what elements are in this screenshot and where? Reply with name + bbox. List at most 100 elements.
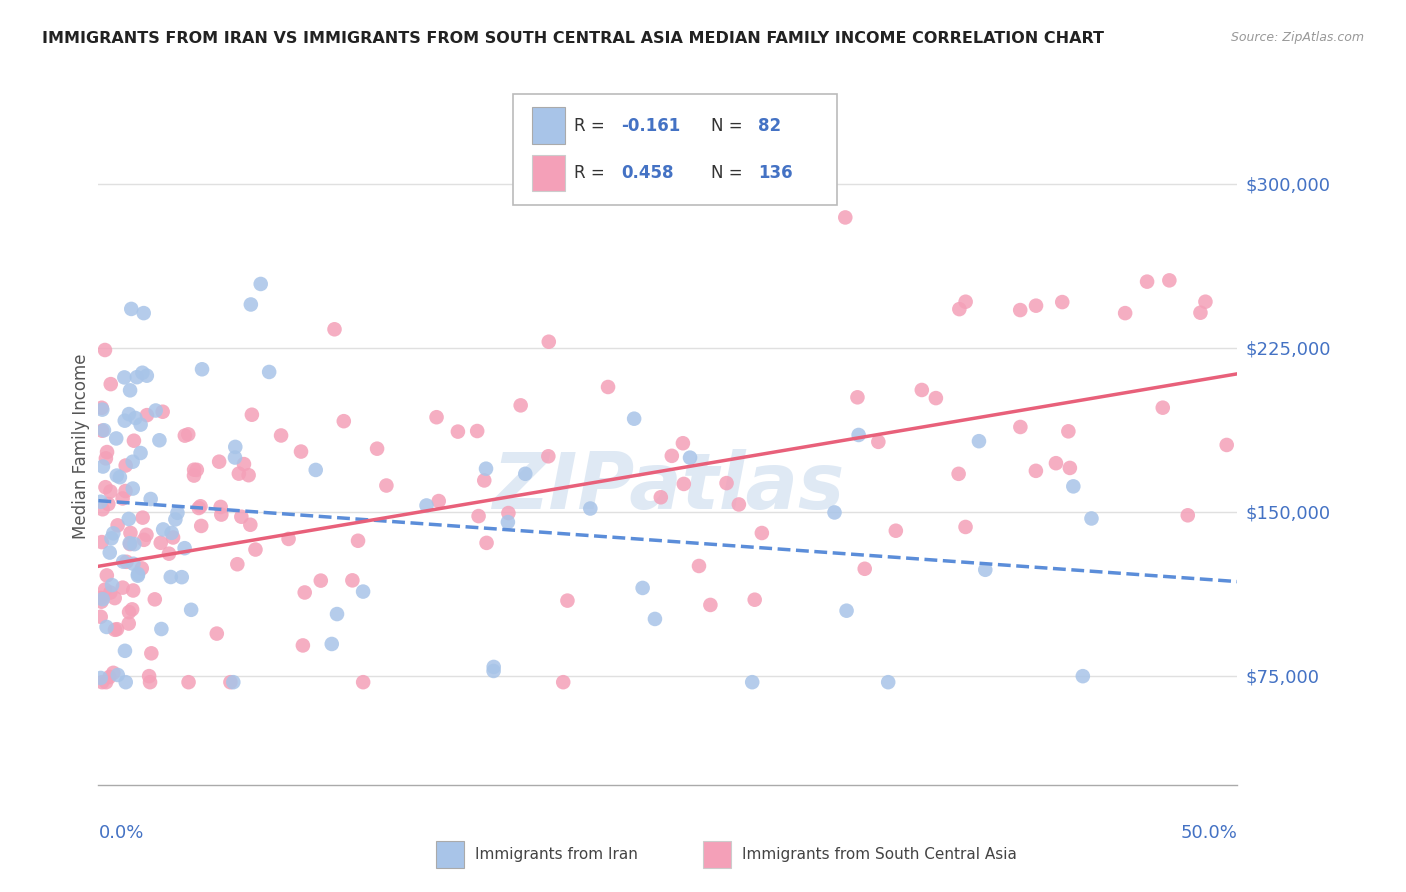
Point (127, 568, 149, 582)
Point (118, 536, 141, 550)
Point (149, 536, 172, 550)
Bar (703, 841, 731, 868)
Point (333, 414, 356, 428)
Point (294, 585, 316, 599)
Point (111, 491, 134, 506)
Point (94, 480, 117, 494)
Point (219, 675, 242, 690)
Point (122, 557, 145, 571)
Point (121, 455, 143, 469)
Text: IMMIGRANTS FROM IRAN VS IMMIGRANTS FROM SOUTH CENTRAL ASIA MEDIAN FAMILY INCOME : IMMIGRANTS FROM IRAN VS IMMIGRANTS FROM … (42, 31, 1104, 46)
Point (1010, 303, 1032, 318)
Point (121, 482, 143, 496)
Point (751, 526, 773, 541)
Point (166, 506, 188, 520)
Point (107, 668, 129, 682)
Point (557, 593, 579, 607)
Point (415, 499, 437, 513)
Point (948, 467, 970, 481)
Point (131, 510, 153, 524)
Point (496, 515, 519, 529)
Point (115, 555, 138, 569)
Point (96, 445, 118, 459)
Point (100, 377, 122, 392)
Point (672, 477, 695, 491)
Point (661, 449, 683, 463)
Point (911, 383, 934, 397)
Point (124, 537, 146, 551)
Point (94, 343, 117, 357)
Point (124, 411, 146, 425)
Point (257, 365, 280, 379)
Text: R =: R = (574, 117, 610, 135)
Point (224, 450, 246, 465)
Point (948, 302, 970, 317)
Point (183, 463, 205, 477)
Point (100, 532, 122, 546)
Point (848, 428, 870, 442)
Point (105, 432, 128, 446)
Point (672, 436, 695, 450)
Point (96, 620, 118, 634)
Point (91, 675, 114, 690)
Point (94, 451, 117, 466)
Point (650, 490, 672, 504)
Point (141, 646, 163, 660)
Point (472, 474, 495, 488)
Point (596, 380, 619, 394)
Point (231, 509, 253, 524)
Point (741, 675, 763, 690)
Point (157, 547, 180, 561)
Point (143, 592, 166, 607)
Point (111, 581, 134, 595)
Point (101, 578, 124, 592)
Point (728, 498, 751, 512)
Point (877, 675, 900, 690)
Point (1059, 461, 1081, 475)
Point (162, 531, 184, 545)
Point (209, 500, 232, 514)
Point (118, 512, 141, 526)
Point (135, 528, 157, 542)
Point (240, 408, 263, 422)
Point (699, 598, 721, 612)
Point (1071, 669, 1094, 683)
Point (228, 467, 250, 481)
Point (177, 675, 200, 690)
Point (1215, 438, 1237, 452)
Point (122, 434, 145, 448)
Point (187, 501, 209, 516)
Point (98, 545, 121, 559)
Text: 136: 136 (758, 164, 793, 182)
Point (1152, 401, 1174, 415)
Point (148, 434, 170, 448)
Point (305, 463, 328, 477)
Point (955, 294, 977, 309)
Point (112, 555, 135, 569)
Point (1057, 425, 1080, 439)
Point (107, 518, 129, 533)
Point (239, 517, 262, 532)
Point (309, 574, 332, 588)
Point (105, 468, 128, 483)
Point (108, 470, 131, 484)
Point (120, 525, 142, 540)
Point (138, 669, 160, 683)
Text: 0.458: 0.458 (621, 164, 673, 182)
Text: Source: ZipAtlas.com: Source: ZipAtlas.com (1230, 31, 1364, 45)
Text: -0.161: -0.161 (621, 117, 681, 135)
Point (238, 468, 260, 483)
Point (90, 401, 112, 415)
Point (342, 574, 364, 588)
Text: Immigrants from South Central Asia: Immigrants from South Central Asia (742, 847, 1017, 862)
Point (744, 592, 766, 607)
Point (1052, 295, 1074, 310)
Point (120, 301, 142, 316)
Point (425, 410, 447, 425)
Point (114, 483, 136, 498)
Point (249, 277, 271, 291)
Point (226, 558, 249, 572)
Text: 82: 82 (758, 117, 782, 135)
Point (114, 644, 136, 658)
Point (967, 434, 990, 449)
